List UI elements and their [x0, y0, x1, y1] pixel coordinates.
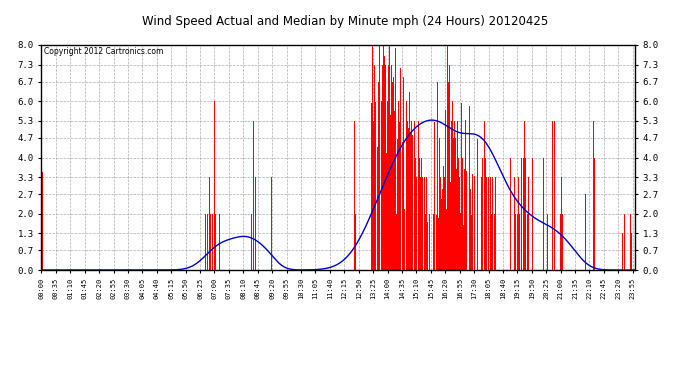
- Text: Wind Speed Actual and Median by Minute mph (24 Hours) 20120425: Wind Speed Actual and Median by Minute m…: [142, 15, 548, 28]
- Text: Copyright 2012 Cartronics.com: Copyright 2012 Cartronics.com: [44, 47, 164, 56]
